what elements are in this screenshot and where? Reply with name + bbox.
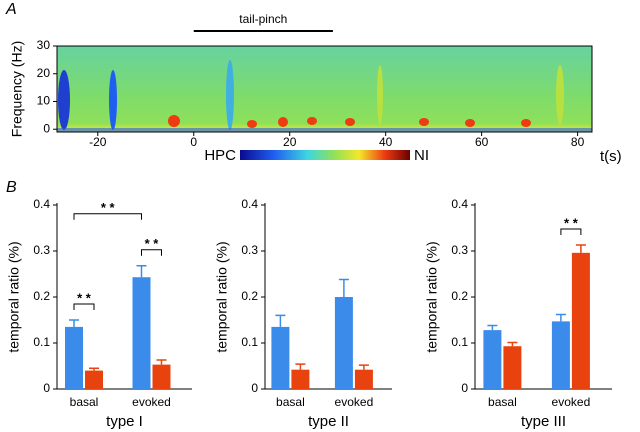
significance-label: * * <box>77 290 92 305</box>
bar <box>551 321 570 389</box>
significance-label: * * <box>564 215 579 230</box>
y-axis-label: Frequency (Hz) <box>9 41 25 137</box>
x-tick-label: 80 <box>571 135 585 149</box>
bar <box>271 326 290 389</box>
y-tick-label: 0 <box>251 381 258 395</box>
y-tick-label: 0 <box>43 121 50 135</box>
y-tick-label: 0.1 <box>241 335 258 349</box>
bar <box>483 330 502 389</box>
x-tick-label: evoked <box>552 395 591 409</box>
y-axis-label: temporal ratio (%) <box>424 241 440 352</box>
significance-label: * * <box>145 236 160 251</box>
x-tick-label: evoked <box>335 395 374 409</box>
y-tick-label: 20 <box>37 66 51 80</box>
x-tick-label: 60 <box>475 135 489 149</box>
error-bar <box>555 313 566 322</box>
colorbar-label: HPC <box>204 147 236 164</box>
y-tick-label: 0.3 <box>33 243 50 257</box>
x-axis-label: t(s) <box>600 148 622 165</box>
error-bar <box>487 324 498 331</box>
bar <box>354 369 373 389</box>
significance-bracket <box>560 228 582 236</box>
panel-label: A <box>5 1 17 18</box>
panel-label: B <box>6 179 17 196</box>
colorbar-label: NI <box>414 147 429 164</box>
y-tick-label: 0.3 <box>451 243 468 257</box>
error-bar <box>156 359 167 365</box>
y-axis-label: temporal ratio (%) <box>214 241 230 352</box>
y-tick-label: 0.2 <box>451 289 468 303</box>
bar <box>85 370 103 389</box>
annotation-label: tail-pinch <box>239 12 287 26</box>
y-tick-label: 0.4 <box>33 197 50 211</box>
y-tick-label: 0.3 <box>241 243 258 257</box>
x-tick-label: 0 <box>190 135 197 149</box>
x-tick-label: basal <box>488 395 517 409</box>
bar <box>291 369 310 389</box>
error-bar <box>275 314 286 327</box>
bar <box>132 277 151 389</box>
error-bar <box>69 319 79 327</box>
colorbar <box>240 150 410 160</box>
y-tick-label: 0.2 <box>33 289 50 303</box>
bar <box>503 346 522 389</box>
bar <box>334 297 353 389</box>
error-bar <box>507 341 518 347</box>
y-tick-label: 0.1 <box>33 335 50 349</box>
x-axis-label: type I <box>106 413 143 430</box>
error-bar <box>89 367 99 371</box>
bar <box>152 364 171 389</box>
x-axis-label: type III <box>521 413 566 430</box>
x-tick-label: 40 <box>379 135 393 149</box>
significance-label: * * <box>101 200 116 215</box>
spectrogram-texture <box>57 46 592 132</box>
bar <box>65 326 83 389</box>
error-bar <box>575 244 586 253</box>
significance-bracket <box>73 303 95 310</box>
significance-bracket <box>141 249 162 256</box>
bar <box>571 252 590 389</box>
error-bar <box>136 264 147 278</box>
x-tick-label: -20 <box>89 135 107 149</box>
error-bar <box>295 363 306 370</box>
significance-bracket <box>73 213 142 220</box>
error-bar <box>338 278 349 297</box>
plot-frame <box>56 45 593 133</box>
x-axis-label: type II <box>308 413 349 430</box>
y-tick-label: 0.1 <box>451 335 468 349</box>
y-tick-label: 0 <box>43 381 50 395</box>
y-tick-label: 10 <box>37 94 51 108</box>
y-tick-label: 0.4 <box>451 197 468 211</box>
x-tick-label: basal <box>70 395 99 409</box>
y-axis-label: temporal ratio (%) <box>6 241 22 352</box>
y-tick-label: 0.4 <box>241 197 258 211</box>
y-tick-label: 0 <box>461 381 468 395</box>
x-tick-label: 20 <box>283 135 297 149</box>
x-tick-label: evoked <box>132 395 171 409</box>
y-tick-label: 30 <box>37 38 51 52</box>
y-tick-label: 0.2 <box>241 289 258 303</box>
x-tick-label: basal <box>276 395 305 409</box>
error-bar <box>358 364 369 370</box>
